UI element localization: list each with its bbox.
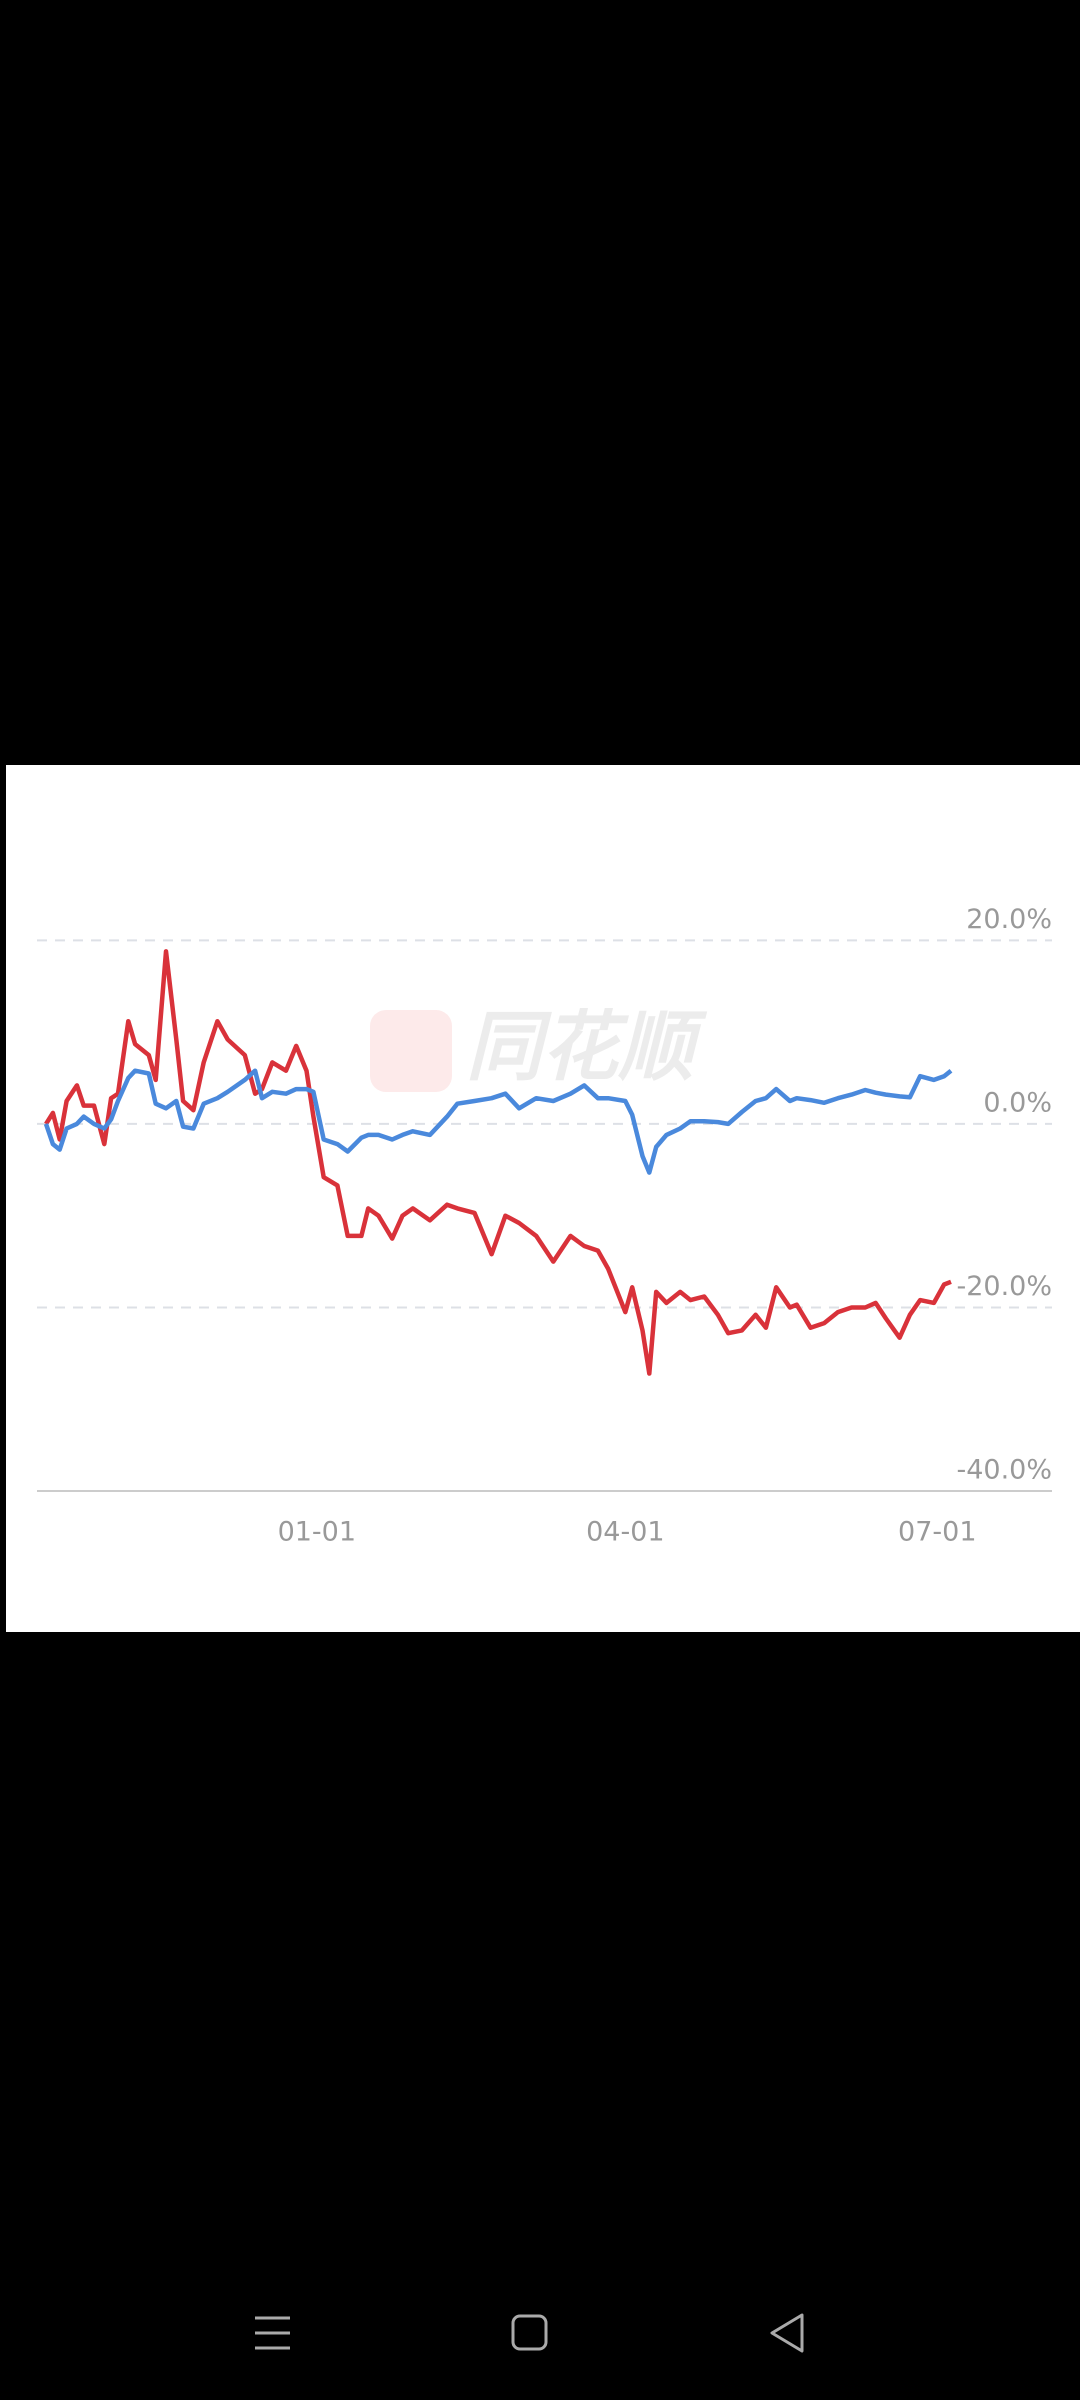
y-tick-label: -40.0% (956, 1455, 1052, 1486)
watermark-logo (370, 1010, 452, 1092)
y-tick-label: 0.0% (983, 1087, 1052, 1118)
y-tick-label: -20.0% (956, 1271, 1052, 1302)
x-tick-label: 01-01 (278, 1517, 356, 1548)
y-tick-label: 20.0% (966, 904, 1052, 935)
back-icon[interactable] (770, 2313, 804, 2353)
watermark: 同花顺 (466, 1002, 708, 1091)
home-icon[interactable] (511, 2314, 548, 2351)
series-line (43, 1068, 953, 1175)
x-tick-label: 04-01 (586, 1517, 664, 1548)
x-tick-label: 07-01 (898, 1517, 976, 1548)
series-line (44, 949, 952, 1376)
navigation-bar (255, 2313, 804, 2353)
plot: -40.0% -20.0% 0.0% 20.0% 01-01 04-01 07-01 (37, 904, 1052, 1548)
watermark-icon (370, 1010, 452, 1092)
chart-panel (6, 765, 1080, 1632)
